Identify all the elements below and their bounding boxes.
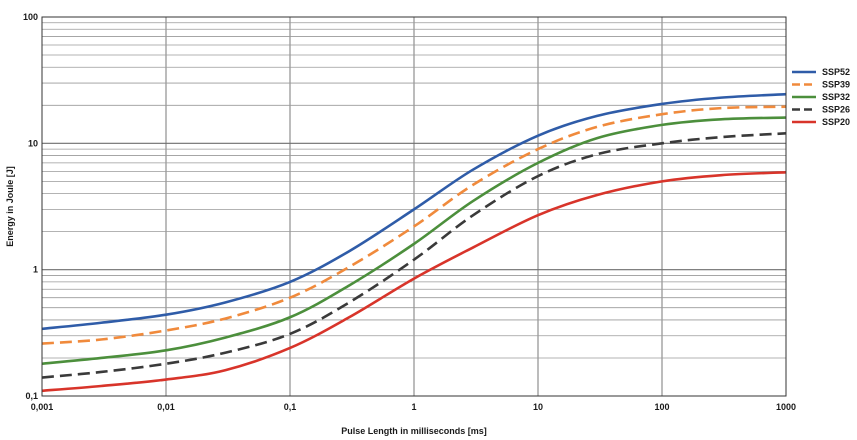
- series-lines: [41, 92, 787, 393]
- x-tick-label: 0,1: [284, 402, 297, 412]
- series-line-ssp20: [41, 170, 787, 393]
- chart-grid: [41, 17, 787, 397]
- y-axis-label: Energy in Joule [J]: [5, 166, 15, 247]
- x-tick-label: 100: [654, 402, 669, 412]
- series-line-ssp39: [41, 105, 787, 345]
- x-tick-label: 1000: [776, 402, 796, 412]
- legend-label-ssp20: SSP20: [822, 117, 850, 127]
- x-tick-label: 0,01: [157, 402, 175, 412]
- y-tick-label: 1: [33, 265, 38, 275]
- legend-label-ssp39: SSP39: [822, 80, 850, 90]
- x-tick-label: 0,001: [31, 402, 54, 412]
- series-line-ssp32: [41, 116, 787, 366]
- series-line-ssp26: [41, 132, 787, 379]
- y-axis-ticks: 0,1 1 10 100: [23, 12, 38, 401]
- legend: SSP52 SSP39 SSP32 SSP26 SSP20: [792, 67, 850, 127]
- x-tick-label: 10: [533, 402, 543, 412]
- x-axis-ticks: 0,001 0,01 0,1 1 10 100 1000: [31, 402, 796, 412]
- y-tick-label: 10: [28, 138, 38, 148]
- y-tick-label: 100: [23, 12, 38, 22]
- legend-label-ssp52: SSP52: [822, 67, 850, 77]
- legend-label-ssp32: SSP32: [822, 92, 850, 102]
- x-tick-label: 1: [411, 402, 416, 412]
- x-axis-label: Pulse Length in milliseconds [ms]: [341, 426, 487, 436]
- y-tick-label: 0,1: [25, 391, 38, 401]
- plot-frame: [41, 16, 787, 397]
- series-line-ssp52: [41, 92, 787, 331]
- legend-label-ssp26: SSP26: [822, 105, 850, 115]
